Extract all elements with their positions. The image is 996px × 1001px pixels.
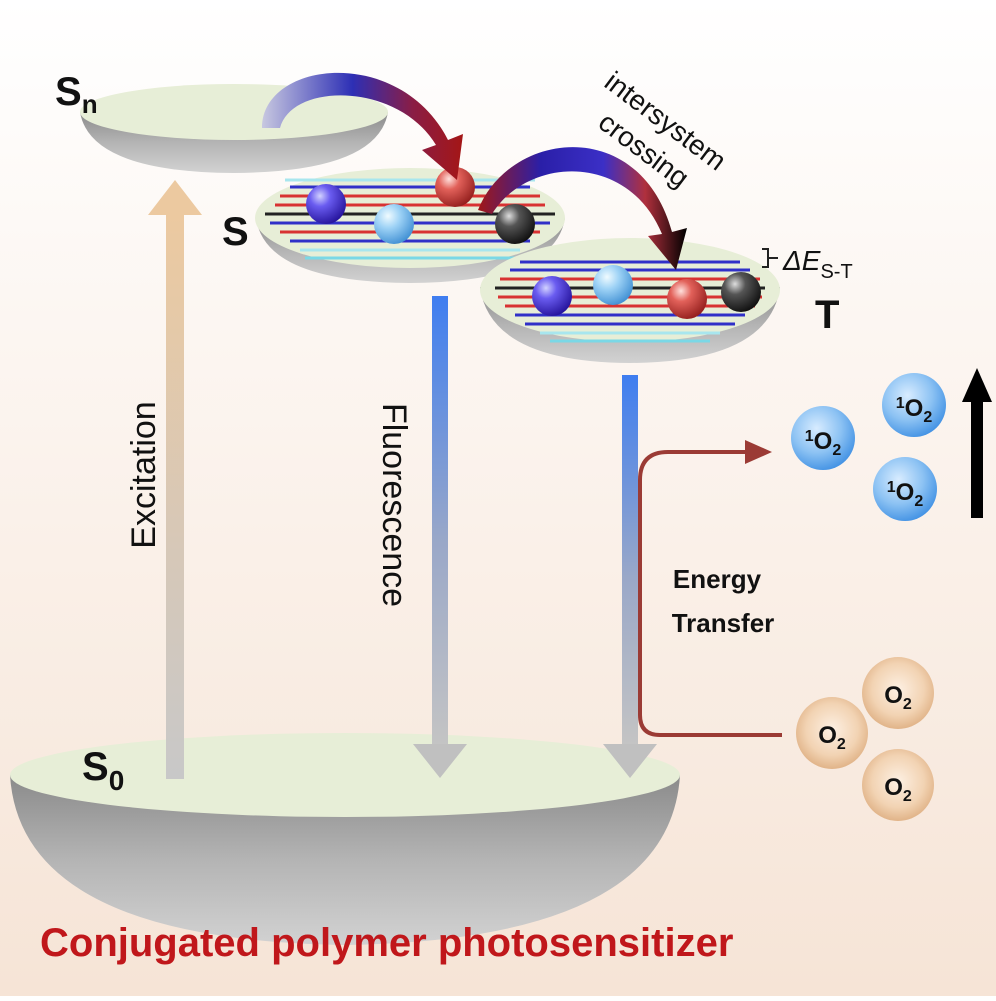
svg-text:1O2: 1O2	[805, 428, 842, 459]
triplet-decay-arrow	[603, 375, 657, 778]
o2-sub: 2	[923, 409, 932, 426]
o2-sub: 2	[914, 493, 923, 510]
svg-text:1O2: 1O2	[896, 395, 933, 426]
electron-black	[495, 204, 535, 244]
svg-text:1O2: 1O2	[887, 479, 924, 510]
delta-e-bracket	[762, 248, 778, 268]
energy-label-line1: Energy	[673, 564, 762, 594]
oxygen-2: O2	[796, 697, 868, 769]
energy-label-line2: Transfer	[672, 608, 775, 638]
svg-text:O2: O2	[884, 682, 912, 713]
o2-sub: 2	[832, 442, 841, 459]
o2-sup: 1	[896, 395, 905, 412]
t-label: T	[815, 293, 839, 337]
o2-sub: 2	[903, 788, 912, 805]
singlet-oxygen-2: 1O2	[882, 373, 946, 437]
o2-symbol: O	[814, 428, 833, 455]
s1-bowl	[255, 167, 565, 283]
electron-black	[721, 272, 761, 312]
electron-blue	[532, 276, 572, 316]
singlet-oxygen-molecules: 1O2 1O2 1O2	[791, 373, 946, 521]
s0-label: S0	[82, 745, 124, 796]
excitation-label: Excitation	[125, 401, 163, 548]
electron-red	[667, 279, 707, 319]
svg-text:O2: O2	[818, 722, 846, 753]
fluorescence-arrow	[413, 296, 467, 778]
electron-cyan	[374, 204, 414, 244]
t-bowl	[480, 238, 780, 363]
electron-red	[435, 167, 475, 207]
sn-label: Sn	[55, 70, 98, 119]
oxygen-1: O2	[862, 657, 934, 729]
oxygen-3: O2	[862, 749, 934, 821]
o2-sup: 1	[805, 428, 814, 445]
o2-symbol: O	[818, 722, 837, 749]
svg-text:O2: O2	[884, 774, 912, 805]
singlet-oxygen-3: 1O2	[873, 457, 937, 521]
increase-arrow	[962, 368, 992, 518]
o2-sup: 1	[887, 479, 896, 496]
fluorescence-label: Fluorescence	[375, 403, 413, 607]
s1-label: S	[222, 210, 249, 254]
o2-symbol: O	[905, 395, 924, 422]
o2-sub: 2	[903, 696, 912, 713]
o2-symbol: O	[884, 774, 903, 801]
electron-cyan	[593, 265, 633, 305]
ground-oxygen-molecules: O2 O2 O2	[796, 657, 934, 821]
excitation-arrow	[148, 180, 202, 779]
o2-sub: 2	[837, 736, 846, 753]
energy-transfer-arrow	[638, 440, 782, 737]
o2-symbol: O	[896, 479, 915, 506]
sn-to-s1-curved-arrow	[262, 72, 463, 180]
delta-e-label: ΔES-T	[782, 245, 853, 283]
isc-curved-arrow	[478, 147, 687, 270]
o2-symbol: O	[884, 682, 903, 709]
diagram-title: Conjugated polymer photosensitizer	[40, 921, 733, 965]
electron-blue	[306, 184, 346, 224]
singlet-oxygen-1: 1O2	[791, 406, 855, 470]
